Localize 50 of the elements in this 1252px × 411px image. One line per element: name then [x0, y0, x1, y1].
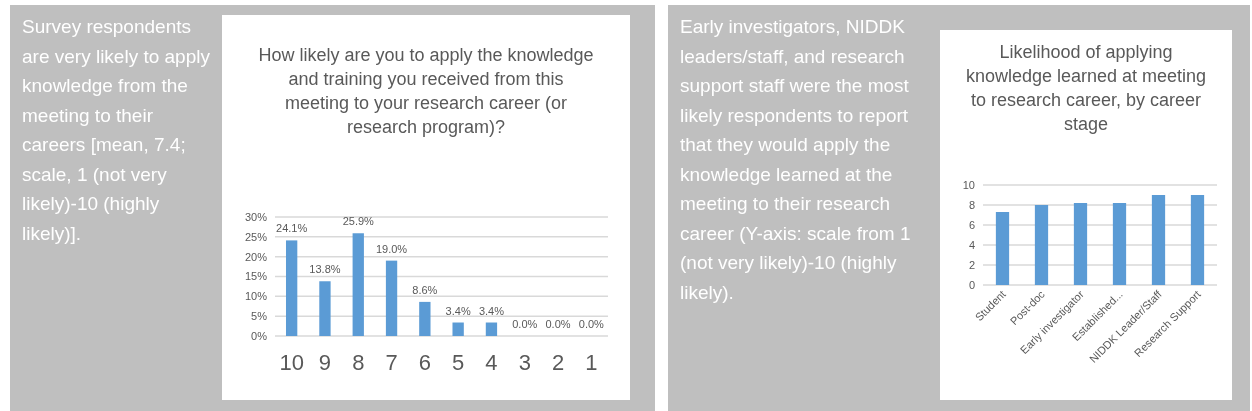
text: Survey respondents are very likely to apply knowledge from the meeting to their careers [mean, 7.4; scale, 1 (not very likely)-10 (highly likely)]. [22, 15, 211, 246]
y-tick-label: 10% [244, 290, 268, 303]
x-tick-label: 5 [452, 350, 465, 375]
bar [995, 212, 1010, 285]
x-tick-label: 2 [551, 350, 565, 375]
bar [419, 301, 431, 336]
bar [1190, 195, 1205, 285]
bar [452, 322, 464, 336]
bar [385, 260, 398, 336]
data-label: 3.4% [478, 304, 505, 317]
data-label: 0.0% [545, 318, 571, 330]
chart-title: How likely are you to apply the knowledge and training you received from this meeting to your research career (or research program)? [257, 44, 595, 139]
bar [319, 281, 331, 336]
x-tick-label: 3 [518, 350, 531, 375]
y-tick-label: 15% [244, 270, 268, 283]
data-label: 3.4% [445, 304, 471, 317]
y-tick-label: 0% [251, 329, 268, 342]
data-label: 0.0% [512, 318, 538, 330]
y-tick-label: 6 [968, 218, 975, 231]
bar [352, 233, 364, 336]
text: Early investigators, NIDDK leaders/staff, and research support staff were the most likely respondents to report that they would apply the knowledge learned at the meeting to their research career (Y-axis: scale from 1 (not very likely)-10 (highly likely). [680, 16, 911, 303]
x-tick-label: 4 [485, 350, 498, 375]
chart-title: Likelihood of applying knowledge learned at meeting to research career, by career stage [964, 41, 1208, 136]
data-label: 8.6% [412, 283, 438, 296]
y-tick-label: 8 [968, 198, 975, 211]
y-tick-label: 20% [244, 250, 268, 263]
y-tick-label: 4 [968, 238, 975, 251]
x-tick-label: 8 [352, 350, 365, 375]
data-label: 25.9% [342, 215, 375, 228]
y-tick-label: 10 [962, 178, 975, 191]
bar [1034, 205, 1049, 285]
x-tick-label: 1 [585, 350, 598, 375]
x-tick-label: 10 [279, 350, 304, 375]
data-label: 0.0% [578, 318, 605, 330]
x-tick-label: 7 [385, 350, 398, 375]
x-tick-label: 9 [318, 350, 332, 375]
bar [1073, 203, 1088, 285]
y-tick-label: 30% [244, 210, 268, 223]
bar [1112, 203, 1127, 285]
data-label: 19.0% [375, 242, 408, 255]
data-label: 13.8% [309, 263, 341, 276]
bar [285, 240, 298, 336]
data-label: 24.1% [276, 222, 308, 235]
x-tick-label: 6 [418, 350, 431, 375]
y-tick-label: 0 [968, 278, 975, 291]
bar [485, 322, 498, 336]
y-tick-label: 5% [251, 310, 268, 323]
y-tick-label: 2 [968, 258, 975, 271]
y-tick-label: 25% [244, 230, 268, 243]
bar [1151, 195, 1166, 285]
